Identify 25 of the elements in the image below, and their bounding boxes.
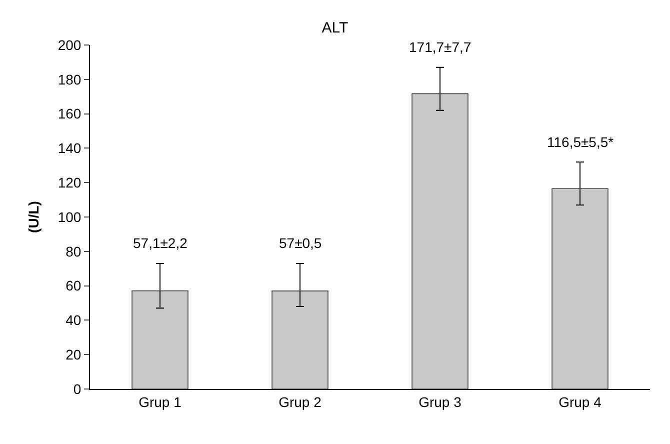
x-tick-label: Grup 4 — [558, 394, 602, 410]
y-tick-label: 100 — [58, 208, 82, 225]
data-label: 57,1±2,2 — [133, 235, 188, 251]
bar — [272, 290, 328, 389]
y-tick-label: 60 — [66, 278, 82, 294]
y-tick-label: 140 — [58, 140, 82, 156]
bar — [132, 290, 188, 389]
x-tick-label: Grup 3 — [418, 394, 462, 410]
y-tick-label: 160 — [58, 106, 82, 122]
chart-title: ALT — [322, 20, 348, 37]
data-label: 171,7±7,7 — [409, 39, 472, 55]
y-tick-label: 200 — [58, 36, 82, 53]
bar — [412, 93, 468, 389]
y-tick-label: 120 — [58, 174, 82, 190]
x-tick-label: Grup 2 — [278, 394, 322, 410]
y-tick-label: 180 — [58, 71, 82, 88]
y-tick-label: 80 — [66, 243, 82, 260]
y-tick-label: 0 — [73, 380, 82, 397]
y-axis-title: (U/L) — [25, 201, 42, 233]
y-tick-label: 40 — [66, 312, 82, 328]
data-label: 116,5±5,5* — [547, 134, 614, 150]
x-tick-label: Grup 1 — [138, 394, 182, 410]
data-label: 57±0,5 — [279, 235, 322, 251]
bar — [552, 188, 608, 389]
y-tick-label: 20 — [66, 346, 82, 362]
